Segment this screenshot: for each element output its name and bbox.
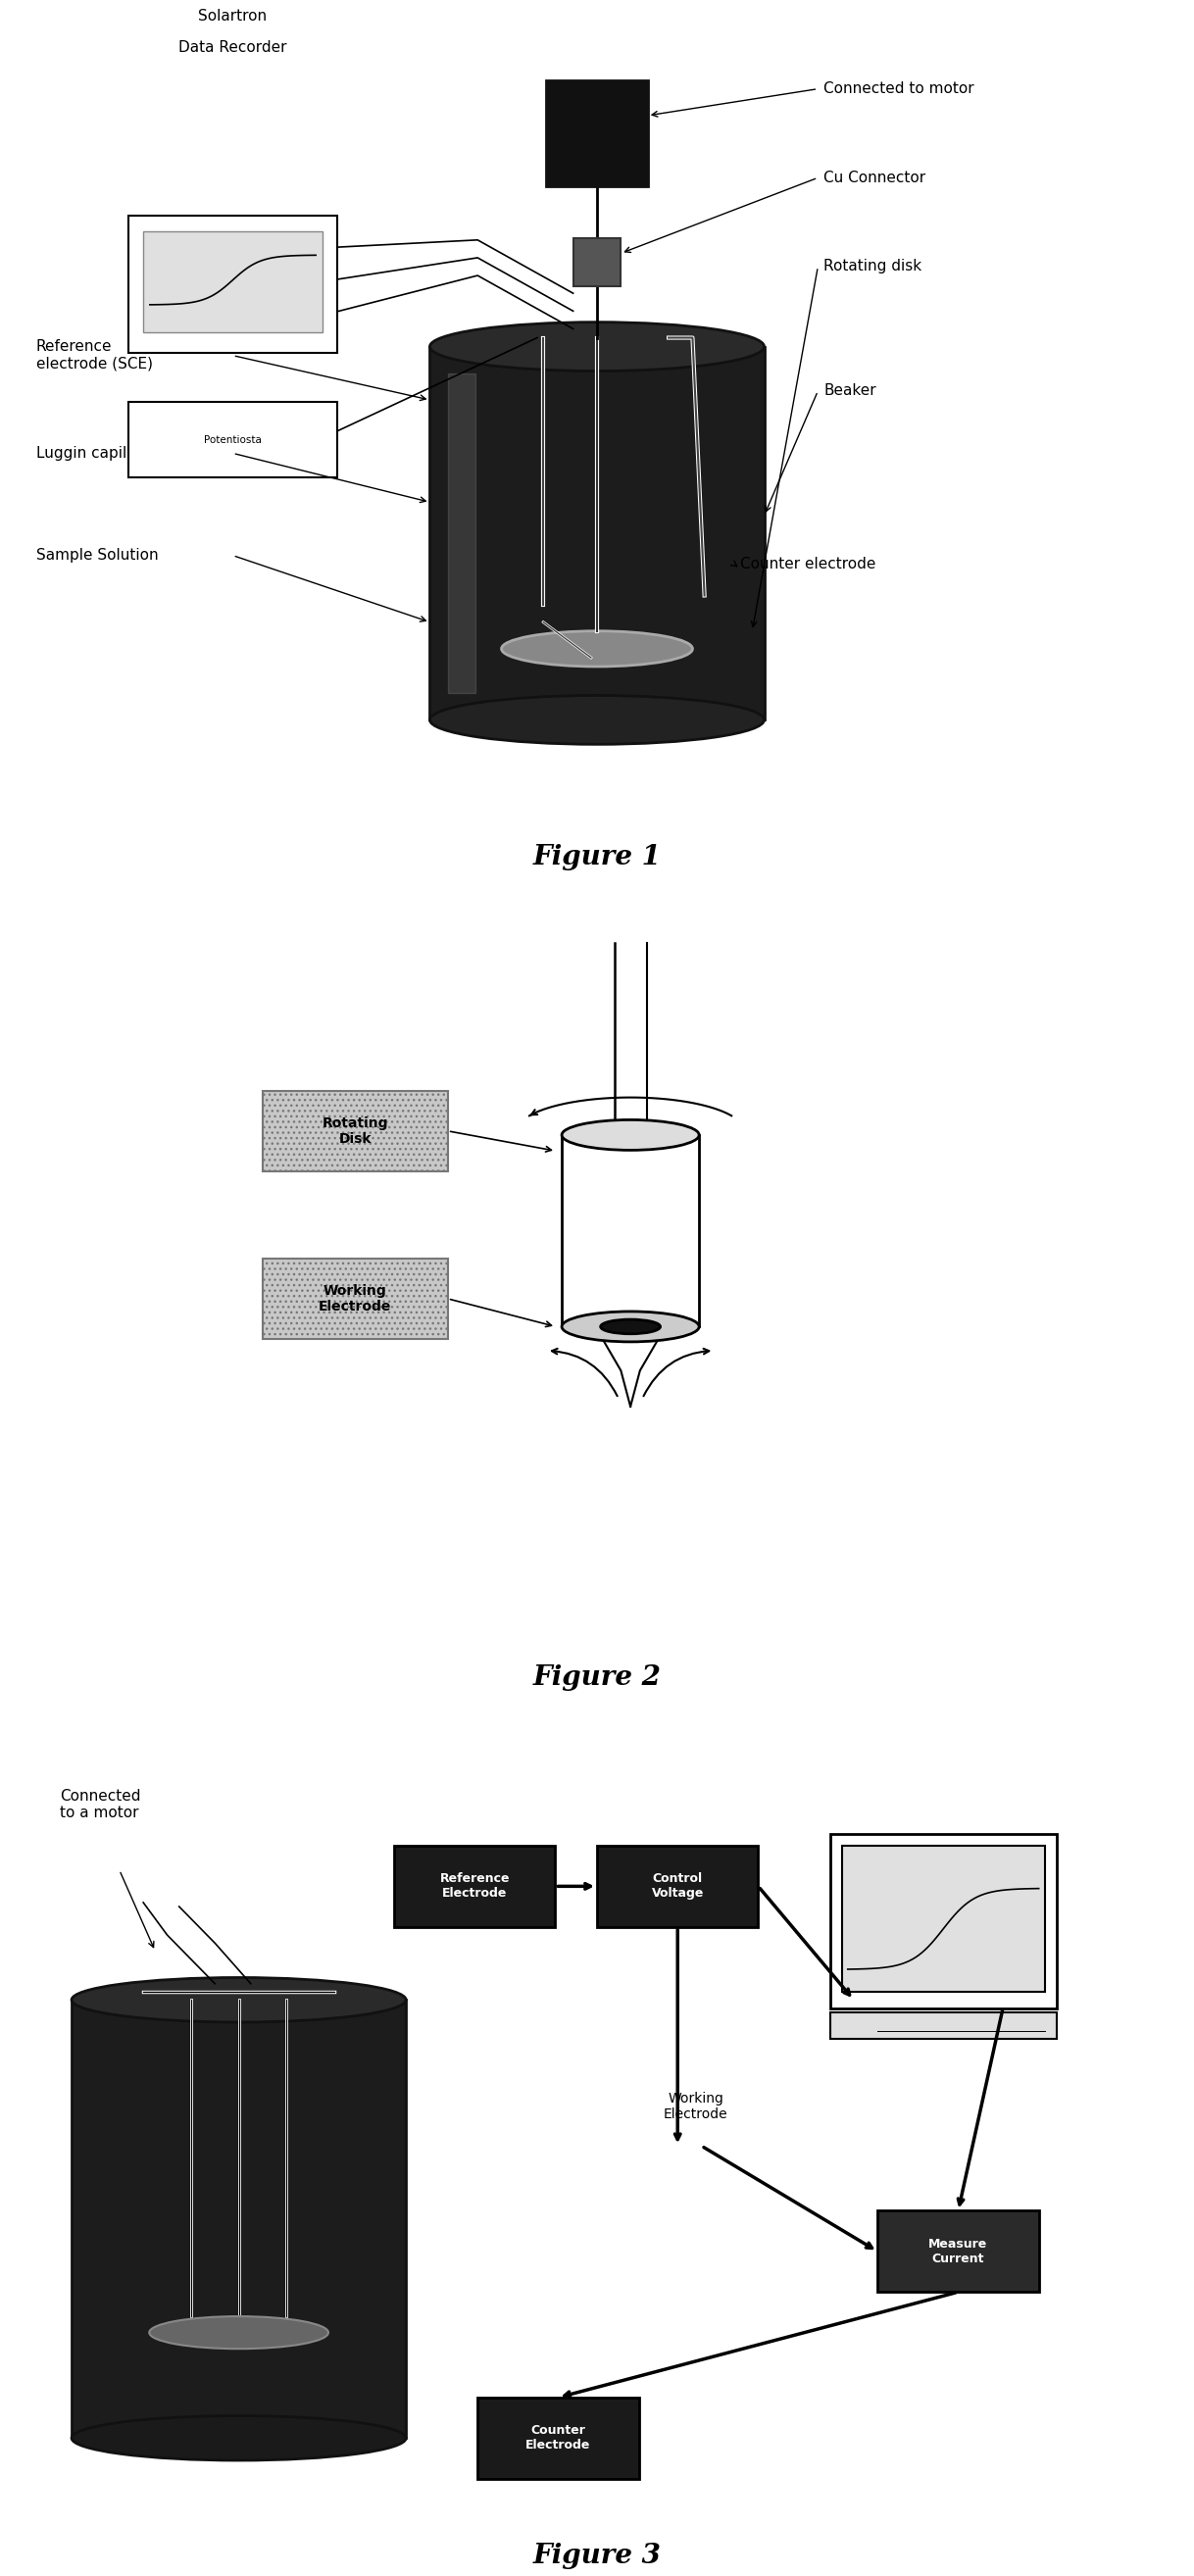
- Text: Reference
Electrode: Reference Electrode: [439, 1873, 510, 1901]
- Ellipse shape: [430, 696, 764, 744]
- Bar: [878, 2210, 1039, 2293]
- Bar: [129, 216, 337, 353]
- Text: Working
Electrode: Working Electrode: [319, 1283, 392, 1314]
- Ellipse shape: [72, 1978, 406, 2022]
- Text: Solartron: Solartron: [198, 8, 267, 23]
- Text: Figure 2: Figure 2: [533, 1664, 661, 1692]
- Text: Rotating disk: Rotating disk: [824, 260, 922, 273]
- Text: Figure 1: Figure 1: [533, 845, 661, 871]
- Bar: [129, 402, 337, 477]
- Bar: [394, 1844, 555, 1927]
- Text: Counter
Electrode: Counter Electrode: [525, 2424, 591, 2452]
- Text: Counter electrode: Counter electrode: [740, 556, 876, 572]
- Bar: [573, 237, 621, 286]
- Bar: [72, 1999, 406, 2437]
- Ellipse shape: [430, 322, 764, 371]
- Text: Figure 3: Figure 3: [533, 2543, 661, 2568]
- Bar: [263, 1092, 448, 1172]
- Bar: [842, 1844, 1045, 1991]
- Text: Control
Voltage: Control Voltage: [652, 1873, 703, 1901]
- Text: Sample Solution: Sample Solution: [36, 549, 158, 562]
- Ellipse shape: [601, 1319, 660, 1334]
- Ellipse shape: [72, 2416, 406, 2460]
- Bar: [830, 1834, 1057, 2009]
- Bar: [830, 2012, 1057, 2038]
- Text: Reference
electrode (SCE): Reference electrode (SCE): [36, 340, 153, 371]
- Bar: [597, 1844, 758, 1927]
- Text: Measure
Current: Measure Current: [929, 2239, 987, 2264]
- Ellipse shape: [149, 2316, 328, 2349]
- Text: Connected
to a motor: Connected to a motor: [60, 1788, 141, 1821]
- Ellipse shape: [501, 631, 693, 667]
- Text: Working
Electrode: Working Electrode: [664, 2092, 727, 2123]
- Bar: [143, 232, 322, 332]
- Text: Connected to motor: Connected to motor: [824, 82, 974, 95]
- Text: Potentiosta: Potentiosta: [204, 435, 261, 446]
- Ellipse shape: [562, 1121, 700, 1149]
- Ellipse shape: [562, 1311, 700, 1342]
- Bar: [478, 2398, 639, 2478]
- Bar: [263, 1260, 448, 1340]
- Text: Luggin capillary: Luggin capillary: [36, 446, 155, 461]
- Text: Beaker: Beaker: [824, 384, 876, 399]
- Text: Cu Connector: Cu Connector: [824, 170, 925, 185]
- Bar: [430, 348, 764, 719]
- Text: Data Recorder: Data Recorder: [179, 41, 287, 54]
- Bar: [547, 80, 647, 185]
- Text: Rotating
Disk: Rotating Disk: [322, 1115, 388, 1146]
